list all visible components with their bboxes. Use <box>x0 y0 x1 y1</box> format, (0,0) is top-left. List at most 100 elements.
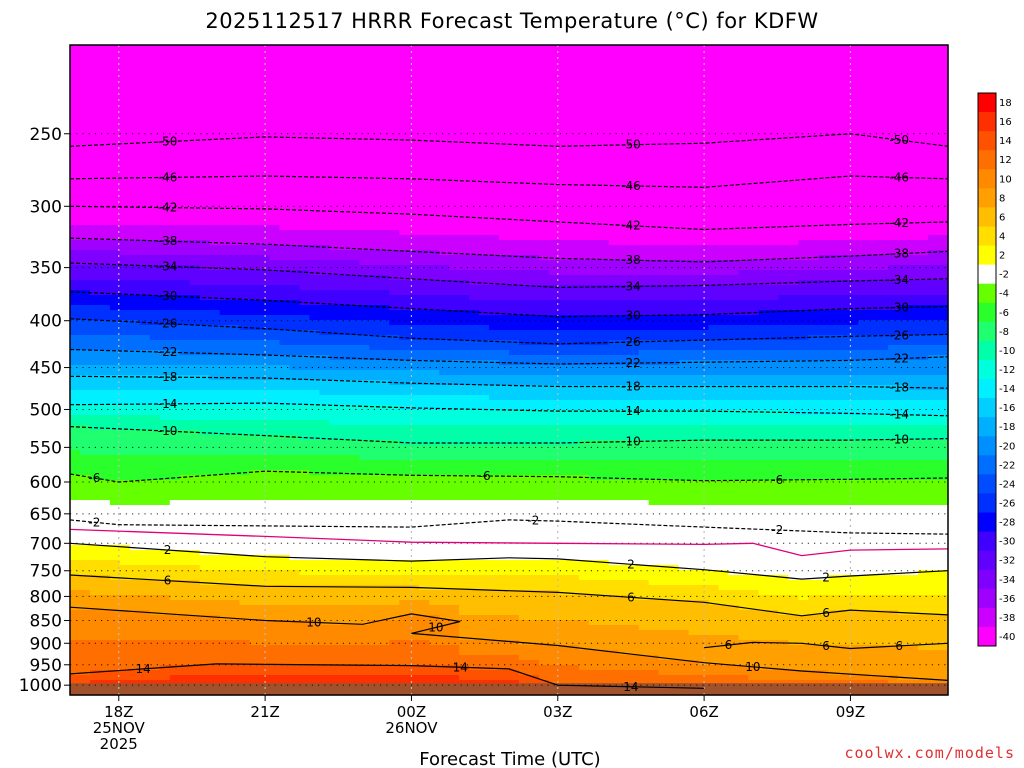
temperature-cell <box>409 235 420 241</box>
temperature-cell <box>399 520 410 526</box>
temperature-cell <box>169 325 181 331</box>
temperature-cell <box>179 625 191 631</box>
temperature-cell <box>179 565 191 571</box>
temperature-cell <box>259 285 271 291</box>
temperature-cell <box>179 150 191 156</box>
temperature-cell <box>169 360 181 366</box>
temperature-cell <box>269 320 281 326</box>
temperature-cell <box>389 515 400 521</box>
temperature-cell <box>349 435 360 441</box>
temperature-cell <box>169 115 181 121</box>
temperature-cell <box>109 550 121 556</box>
temperature-cell <box>219 240 231 246</box>
temperature-cell <box>119 105 131 111</box>
temperature-cell <box>389 250 400 256</box>
temperature-cell <box>159 660 171 666</box>
temperature-cell <box>419 290 430 296</box>
temperature-cell <box>439 620 450 626</box>
temperature-cell <box>189 140 201 146</box>
temperature-cell <box>339 500 350 506</box>
temperature-cell <box>409 670 420 676</box>
temperature-cell <box>109 90 121 96</box>
temperature-cell <box>99 365 111 371</box>
temperature-cell <box>319 95 331 101</box>
temperature-cell <box>289 630 301 636</box>
temperature-cell <box>199 285 211 291</box>
temperature-cell <box>239 60 251 66</box>
temperature-cell <box>189 600 201 606</box>
temperature-cell <box>329 290 340 296</box>
temperature-cell <box>329 580 340 586</box>
temperature-cell <box>189 165 201 171</box>
temperature-cell <box>409 415 420 421</box>
temperature-cell <box>189 585 201 591</box>
temperature-cell <box>279 180 291 186</box>
temperature-cell <box>379 550 390 556</box>
temperature-cell <box>349 100 360 106</box>
temperature-cell <box>139 150 151 156</box>
temperature-cell <box>349 360 360 366</box>
temperature-cell <box>309 170 321 176</box>
temperature-cell <box>249 85 261 91</box>
temperature-cell <box>109 50 121 56</box>
temperature-cell <box>289 45 301 51</box>
temperature-cell <box>70 270 81 276</box>
temperature-cell <box>159 555 171 561</box>
temperature-cell <box>279 525 291 531</box>
temperature-cell <box>239 440 251 446</box>
temperature-cell <box>159 165 171 171</box>
temperature-cell <box>399 555 410 561</box>
temperature-cell <box>199 310 211 316</box>
temperature-cell <box>179 410 191 416</box>
temperature-cell <box>199 400 211 406</box>
temperature-cell <box>99 550 111 556</box>
temperature-cell <box>70 620 81 626</box>
temperature-cell <box>229 635 241 641</box>
temperature-cell <box>389 425 400 431</box>
temperature-cell <box>179 405 191 411</box>
temperature-cell <box>179 480 191 486</box>
temperature-cell <box>209 335 221 341</box>
temperature-cell <box>109 595 121 601</box>
temperature-cell <box>309 105 321 111</box>
temperature-cell <box>299 310 311 316</box>
temperature-cell <box>159 380 171 386</box>
temperature-cell <box>369 420 380 426</box>
temperature-cell <box>369 440 380 446</box>
temperature-cell <box>169 215 181 221</box>
temperature-cell <box>379 280 390 286</box>
temperature-cell <box>249 265 261 271</box>
temperature-cell <box>409 310 420 316</box>
temperature-cell <box>239 425 251 431</box>
temperature-cell <box>349 625 360 631</box>
temperature-cell <box>179 165 191 171</box>
temperature-cell <box>319 560 331 566</box>
temperature-cell <box>139 370 151 376</box>
temperature-cell <box>239 540 251 546</box>
temperature-cell <box>329 575 340 581</box>
temperature-cell <box>399 275 410 281</box>
temperature-cell <box>229 125 241 131</box>
temperature-cell <box>429 415 440 421</box>
temperature-cell <box>439 260 450 266</box>
temperature-cell <box>399 260 410 266</box>
temperature-cell <box>299 75 311 81</box>
temperature-cell <box>419 195 430 201</box>
temperature-cell <box>429 210 440 216</box>
temperature-cell <box>179 595 191 601</box>
temperature-cell <box>249 250 261 256</box>
temperature-cell <box>119 115 131 121</box>
temperature-cell <box>169 440 181 446</box>
temperature-cell <box>349 310 360 316</box>
temperature-cell <box>409 680 420 686</box>
temperature-cell <box>249 520 261 526</box>
temperature-cell <box>189 395 201 401</box>
temperature-cell <box>309 330 321 336</box>
temperature-cell <box>70 625 81 631</box>
temperature-cell <box>179 455 191 461</box>
temperature-cell <box>139 225 151 231</box>
temperature-cell <box>439 245 450 251</box>
temperature-cell <box>159 480 171 486</box>
temperature-cell <box>379 345 390 351</box>
temperature-cell <box>319 490 331 496</box>
